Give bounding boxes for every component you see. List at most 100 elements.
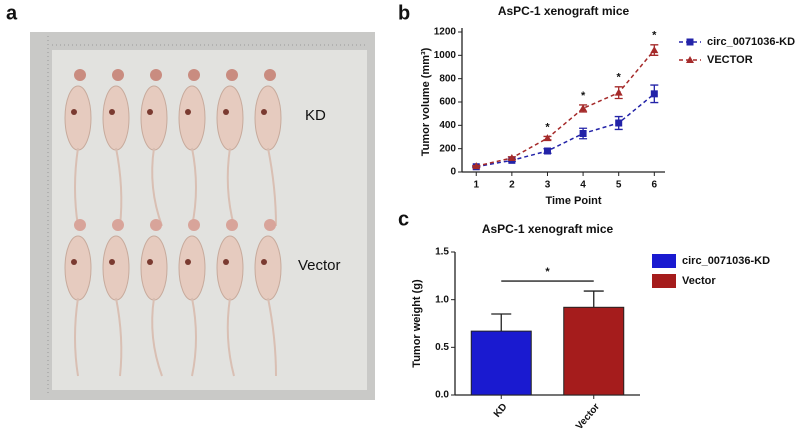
tumor <box>150 219 162 231</box>
legend-label: VECTOR <box>707 54 753 66</box>
mouse-tail <box>267 147 277 227</box>
tumor <box>264 219 276 231</box>
mouse-body <box>254 235 282 301</box>
marker <box>615 119 623 127</box>
panel-label: b <box>398 2 410 24</box>
mouse-tail <box>74 297 79 377</box>
mouse-tail <box>151 147 163 227</box>
legend-label: circ_0071036-KD <box>707 36 795 48</box>
y-axis-label: Tumor weight (g) <box>411 279 423 368</box>
x-tick-label: 5 <box>616 180 622 191</box>
marker <box>650 90 658 98</box>
x-tick-label: 2 <box>509 180 515 191</box>
bar <box>470 330 532 396</box>
marker <box>543 134 552 142</box>
wound <box>71 109 77 115</box>
tumor <box>112 69 124 81</box>
mouse-body <box>178 85 206 151</box>
mouse-tail <box>115 297 123 377</box>
mouse-tail <box>151 297 163 377</box>
mouse-tail <box>226 147 235 227</box>
photo <box>30 32 375 400</box>
mouse-body <box>102 85 130 151</box>
wound <box>261 109 267 115</box>
wound <box>185 259 191 265</box>
significance-mark: * <box>545 121 550 133</box>
y-tick-label: 1200 <box>434 27 457 38</box>
wound <box>71 259 77 265</box>
wound <box>185 109 191 115</box>
x-tick-label: KD <box>492 402 510 420</box>
x-tick-label: Vector <box>574 401 602 430</box>
mouse-tail <box>267 297 277 377</box>
wound <box>109 109 115 115</box>
panel-label: c <box>398 208 409 230</box>
y-tick-label: 1.5 <box>435 247 449 258</box>
mouse-body <box>102 235 130 301</box>
panel-label: a <box>6 2 18 24</box>
tumor <box>150 69 162 81</box>
mouse-tail <box>115 147 123 227</box>
x-axis-label: Time Point <box>545 195 601 207</box>
wound <box>147 259 153 265</box>
photo-label: Vector <box>298 257 341 274</box>
y-tick-label: 600 <box>439 97 456 108</box>
tumor <box>188 219 200 231</box>
mouse-body <box>178 235 206 301</box>
y-tick-label: 0.0 <box>435 390 449 401</box>
legend-label: Vector <box>682 275 716 287</box>
chart-title: AsPC-1 xenograft mice <box>498 4 630 18</box>
chart-title: AsPC-1 xenograft mice <box>482 222 614 236</box>
mouse-body <box>140 235 168 301</box>
mouse-body <box>216 235 244 301</box>
tumor <box>74 69 86 81</box>
mouse-tail <box>74 147 79 227</box>
wound <box>147 109 153 115</box>
error-bar <box>583 290 604 308</box>
tumor <box>112 219 124 231</box>
mice <box>64 69 282 377</box>
marker <box>579 130 587 137</box>
y-tick-label: 400 <box>439 120 456 131</box>
legend-swatch <box>652 274 676 288</box>
marker <box>543 147 551 155</box>
y-tick-label: 0 <box>450 167 456 178</box>
mouse-body <box>64 85 92 151</box>
tumor <box>188 69 200 81</box>
photo-label: KD <box>305 107 326 124</box>
wound <box>223 259 229 265</box>
series-line <box>476 93 655 168</box>
mouse-body <box>140 85 168 151</box>
legend-label: circ_0071036-KD <box>682 255 770 267</box>
series-line <box>476 49 655 167</box>
x-tick-label: 1 <box>473 180 479 191</box>
marker <box>507 154 516 161</box>
mouse-body <box>216 85 244 151</box>
legend-marker <box>686 38 694 46</box>
significance-mark: * <box>581 90 586 102</box>
tumor <box>226 219 238 231</box>
x-tick-label: 4 <box>580 180 586 191</box>
wound <box>223 109 229 115</box>
legend-marker <box>686 56 694 63</box>
y-tick-label: 200 <box>439 143 456 154</box>
marker <box>579 104 588 112</box>
marker <box>614 88 623 96</box>
marker <box>472 162 481 170</box>
significance-mark: * <box>652 30 657 42</box>
tumor <box>264 69 276 81</box>
significance-mark: * <box>617 72 622 84</box>
tumor <box>74 219 86 231</box>
wound <box>261 259 267 265</box>
mouse-body <box>64 235 92 301</box>
mouse-body <box>254 85 282 151</box>
wound <box>109 259 115 265</box>
bar <box>563 306 625 396</box>
tumor <box>226 69 238 81</box>
y-tick-label: 800 <box>439 73 456 84</box>
error-bar <box>491 313 512 332</box>
significance-mark: * <box>545 266 550 278</box>
x-tick-label: 3 <box>545 180 551 191</box>
x-tick-label: 6 <box>652 180 658 191</box>
